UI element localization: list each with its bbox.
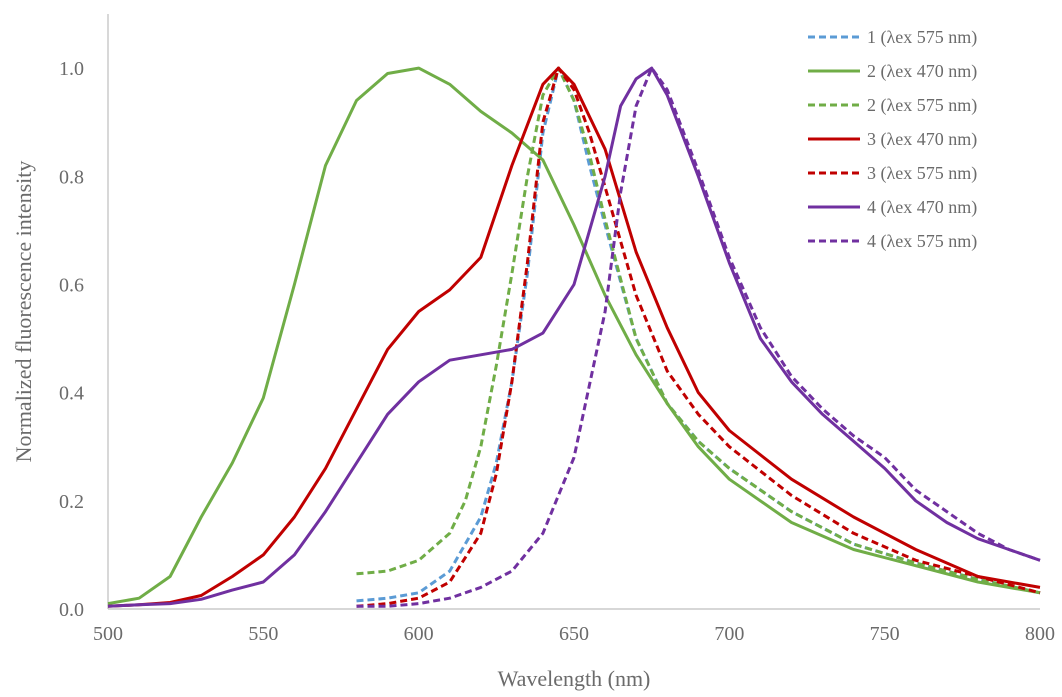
y-axis-title: Normalized fluorescence intensity	[11, 161, 36, 463]
y-tick-label: 0.6	[59, 274, 84, 296]
series-line-6	[107, 66, 1041, 608]
x-tick-label: 800	[1025, 623, 1055, 645]
series-line-1	[356, 66, 1041, 603]
y-tick-label: 1.0	[59, 58, 84, 80]
x-tick-label: 750	[870, 623, 900, 645]
series-line-2	[107, 66, 1041, 606]
x-axis-title: Wavelength (nm)	[498, 666, 651, 691]
y-tick-label: 0.4	[59, 383, 84, 405]
series-lines	[107, 66, 1041, 608]
legend-label: 4 (λex 470 nm)	[867, 197, 977, 218]
legend-label: 2 (λex 470 nm)	[867, 61, 977, 82]
legend-label: 3 (λex 470 nm)	[867, 129, 977, 150]
series-line-3	[356, 66, 1041, 595]
y-tick-label: 0.2	[59, 491, 84, 513]
x-tick-label: 650	[559, 623, 589, 645]
x-tick-label: 700	[714, 623, 744, 645]
y-tick-labels: 0.0 0.2 0.4 0.6 0.8 1.0	[59, 58, 84, 621]
x-tick-label: 500	[93, 623, 123, 645]
y-tick-label: 0.0	[59, 599, 84, 621]
legend-label: 3 (λex 575 nm)	[867, 163, 977, 184]
legend-label: 1 (λex 575 nm)	[867, 27, 977, 48]
legend: 1 (λex 575 nm) 2 (λex 470 nm) 2 (λex 575 n…	[808, 27, 977, 252]
x-tick-label: 550	[248, 623, 278, 645]
series-line-4	[107, 66, 1041, 608]
x-tick-labels: 500 550 600 650 700 750 800	[93, 623, 1055, 645]
legend-label: 2 (λex 575 nm)	[867, 95, 977, 116]
legend-label: 4 (λex 575 nm)	[867, 231, 977, 252]
y-tick-label: 0.8	[59, 166, 84, 188]
series-line-5	[356, 66, 1041, 608]
axes	[107, 14, 1040, 610]
x-tick-label: 600	[404, 623, 434, 645]
series-line-7	[356, 66, 1041, 608]
